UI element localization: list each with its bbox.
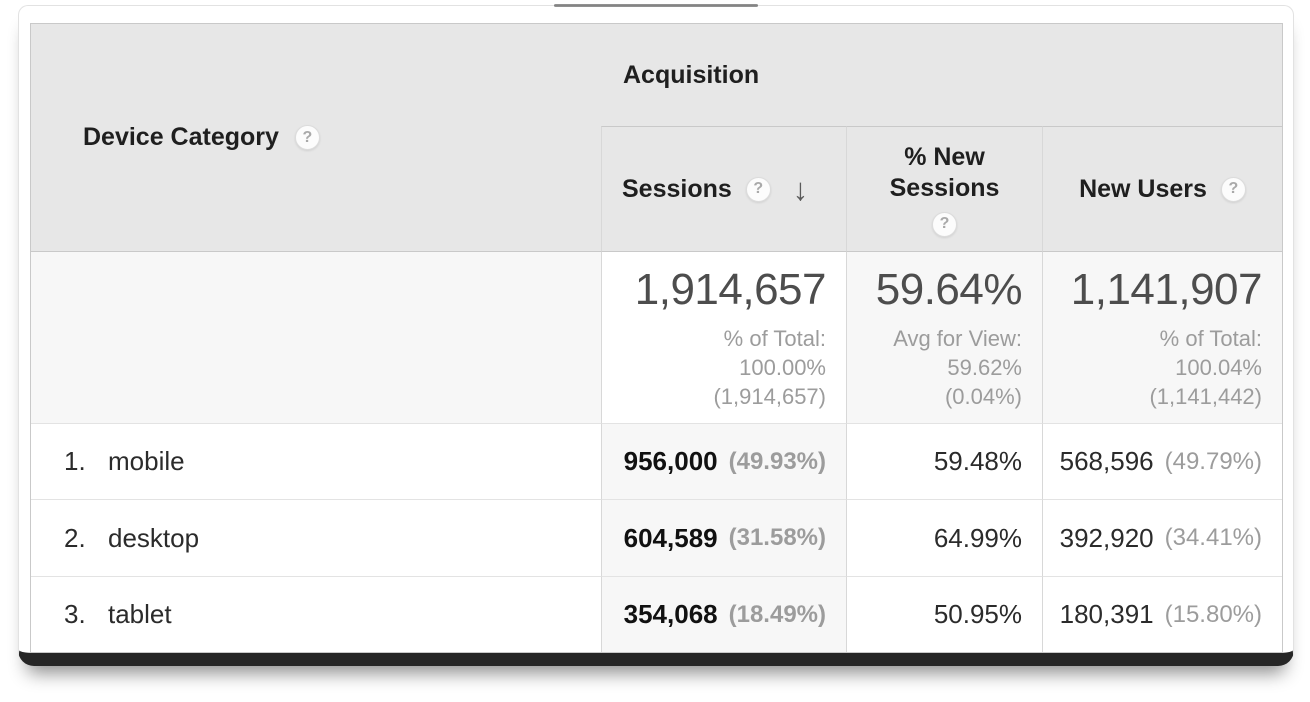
percent-new-sessions-value: 64.99% <box>933 522 1022 553</box>
new-users-share: (34.41%) <box>1164 524 1262 551</box>
help-icon[interactable]: ? <box>932 211 957 237</box>
new-users-total-subline: % of Total: <box>1159 325 1262 351</box>
new-users-cell: 392,920 (34.41%) <box>1042 499 1282 576</box>
new-users-value: 568,596 <box>1059 446 1154 476</box>
column-header-percent-new-sessions[interactable]: % New Sessions ? <box>846 126 1042 251</box>
sessions-value: 604,589 <box>623 522 718 553</box>
summary-percent-new-sessions-cell: 59.64% Avg for View: 59.62% (0.04%) <box>846 251 1042 423</box>
sessions-label: Sessions <box>622 174 732 203</box>
column-header-new-users[interactable]: New Users ? <box>1042 126 1282 251</box>
table-row-device-label: 3. tablet <box>31 576 601 652</box>
device-name: mobile <box>108 446 185 476</box>
percent-new-sessions-label: % New Sessions <box>889 142 1000 202</box>
sessions-cell: 604,589 (31.58%) <box>601 499 846 576</box>
sessions-share: (31.58%) <box>728 524 826 551</box>
new-users-total-subline: 100.04% <box>1175 354 1262 380</box>
sessions-cell: 956,000 (49.93%) <box>601 423 846 499</box>
help-icon[interactable]: ? <box>294 125 320 150</box>
sessions-share: (49.93%) <box>728 447 826 475</box>
table-row-device-label: 2. desktop <box>31 499 601 576</box>
screenshot-frame: Device Category ? Acquisition Sessions ?… <box>18 4 1294 666</box>
percent-new-sessions-total-subline: Avg for View: <box>893 325 1022 351</box>
sessions-total-value: 1,914,657 <box>634 264 827 314</box>
percent-new-sessions-value: 50.95% <box>933 599 1022 629</box>
acquisition-label: Acquisition <box>623 60 760 89</box>
new-users-share: (49.79%) <box>1164 447 1262 475</box>
summary-new-users-cell: 1,141,907 % of Total: 100.04% (1,141,442… <box>1042 251 1282 423</box>
help-icon[interactable]: ? <box>745 176 771 202</box>
sessions-value: 354,068 <box>623 599 718 629</box>
help-icon[interactable]: ? <box>1220 176 1246 202</box>
row-rank: 1. <box>64 446 86 476</box>
percent-new-sessions-cell: 59.48% <box>846 423 1042 499</box>
device-name: tablet <box>108 599 172 629</box>
percent-new-sessions-cell: 50.95% <box>846 576 1042 652</box>
summary-device-cell <box>31 251 601 423</box>
group-header-acquisition: Acquisition <box>601 24 1282 126</box>
percent-new-sessions-total-subline: (0.04%) <box>944 383 1022 409</box>
new-users-cell: 568,596 (49.79%) <box>1042 423 1282 499</box>
sessions-total-subline: (1,914,657) <box>713 383 826 409</box>
percent-new-sessions-total-subline: 59.62% <box>947 354 1022 380</box>
new-users-value: 180,391 <box>1059 599 1154 629</box>
column-header-device-category[interactable]: Device Category ? <box>31 24 601 251</box>
summary-sessions-cell: 1,914,657 % of Total: 100.00% (1,914,657… <box>601 251 846 423</box>
percent-new-sessions-cell: 64.99% <box>846 499 1042 576</box>
analytics-table: Device Category ? Acquisition Sessions ?… <box>30 23 1283 653</box>
column-header-sessions[interactable]: Sessions ? ↓ <box>601 126 846 251</box>
sessions-value: 956,000 <box>623 446 718 476</box>
sort-descending-arrow-icon[interactable]: ↓ <box>792 171 809 207</box>
new-users-label: New Users <box>1079 174 1207 203</box>
sessions-cell: 354,068 (18.49%) <box>601 576 846 652</box>
percent-new-sessions-value: 59.48% <box>933 446 1022 476</box>
row-rank: 2. <box>64 522 86 553</box>
table-row-device-label: 1. mobile <box>31 423 601 499</box>
new-users-total-subline: (1,141,442) <box>1149 383 1262 409</box>
new-users-value: 392,920 <box>1059 522 1154 553</box>
device-name: desktop <box>108 522 200 553</box>
new-users-share: (15.80%) <box>1164 600 1262 628</box>
device-category-label: Device Category <box>83 123 279 151</box>
new-users-cell: 180,391 (15.80%) <box>1042 576 1282 652</box>
sessions-total-subline: % of Total: <box>723 325 826 351</box>
percent-new-sessions-total-value: 59.64% <box>875 264 1023 314</box>
sessions-share: (18.49%) <box>728 600 826 628</box>
new-users-total-value: 1,141,907 <box>1070 264 1263 314</box>
sessions-total-subline: 100.00% <box>739 354 826 380</box>
row-rank: 3. <box>64 599 86 629</box>
